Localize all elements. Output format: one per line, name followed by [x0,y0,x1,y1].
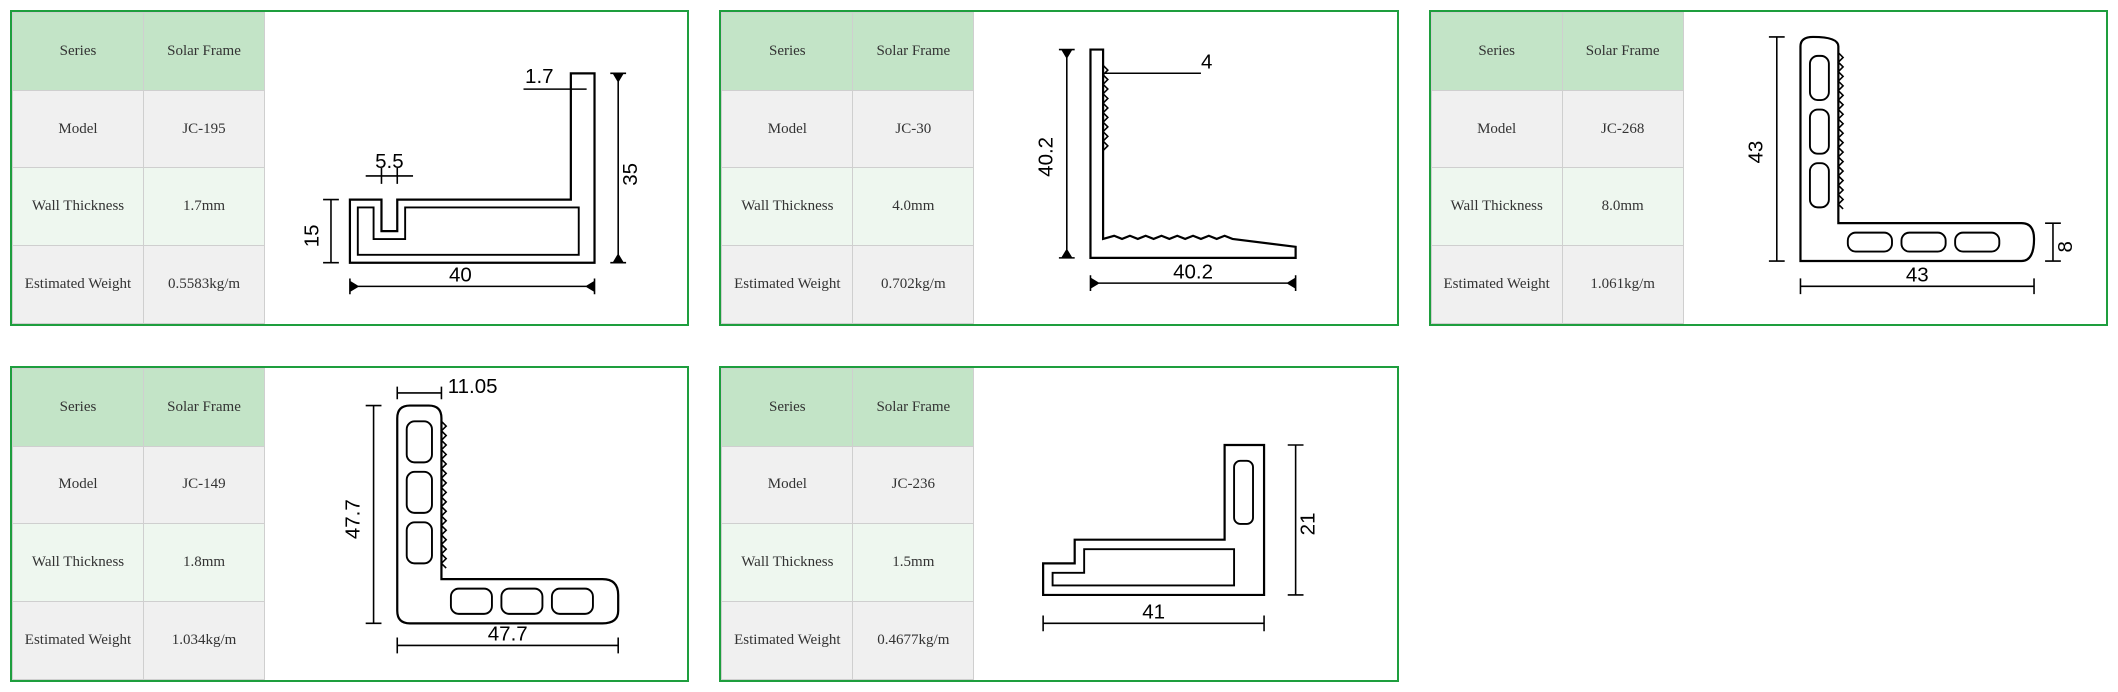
label-series: Series [13,13,144,91]
label-wall: Wall Thickness [722,524,853,602]
product-card: SeriesSolar Frame ModelJC-236 Wall Thick… [719,366,1398,682]
value-series: Solar Frame [144,13,265,91]
dim-t: 1.7 [525,65,554,88]
product-card: SeriesSolar Frame ModelJC-30 Wall Thickn… [719,10,1398,326]
dim-h: 47.7 [341,499,364,539]
cross-section-diagram: 43 43 8 [1684,12,2106,324]
label-weight: Estimated Weight [1431,246,1562,324]
dim-w: 47.7 [488,623,528,646]
spec-table: SeriesSolar Frame ModelJC-149 Wall Thick… [12,368,265,680]
value-wall: 8.0mm [1562,168,1683,246]
dim-w: 41 [1143,600,1166,623]
dim-w: 43 [1906,264,1929,287]
spec-table: SeriesSolar Frame ModelJC-236 Wall Thick… [721,368,974,680]
cross-section-diagram: 40.2 40.2 4 [974,12,1396,324]
label-wall: Wall Thickness [13,524,144,602]
label-wall: Wall Thickness [13,168,144,246]
value-weight: 1.061kg/m [1562,246,1683,324]
value-series: Solar Frame [144,368,265,446]
value-wall: 1.7mm [144,168,265,246]
spec-table: SeriesSolar Frame ModelJC-195 Wall Thick… [12,12,265,324]
label-series: Series [722,13,853,91]
dim-h: 40.2 [1035,137,1058,177]
label-model: Model [13,90,144,168]
product-grid: SeriesSolar Frame ModelJC-195 Wall Thick… [10,10,2108,682]
dim-h: 35 [619,163,642,186]
dim-topw: 11.05 [448,375,498,398]
value-weight: 1.034kg/m [144,601,265,679]
dim-w: 40.2 [1173,260,1213,283]
label-model: Model [1431,90,1562,168]
label-weight: Estimated Weight [13,601,144,679]
value-series: Solar Frame [1562,13,1683,91]
cross-section-diagram: 40 35 1.7 5.5 15 [265,12,687,324]
label-model: Model [722,90,853,168]
cross-section-diagram: 41 21 [974,368,1396,680]
value-weight: 0.702kg/m [853,246,974,324]
value-model: JC-268 [1562,90,1683,168]
label-model: Model [13,446,144,524]
value-model: JC-195 [144,90,265,168]
dim-slotw: 5.5 [375,150,404,173]
value-model: JC-149 [144,446,265,524]
value-weight: 0.4677kg/m [853,601,974,679]
spec-table: SeriesSolar Frame ModelJC-30 Wall Thickn… [721,12,974,324]
label-model: Model [722,446,853,524]
value-series: Solar Frame [853,368,974,446]
dim-t: 4 [1201,51,1212,74]
dim-h: 21 [1297,512,1320,535]
dim-w: 40 [449,264,472,287]
label-weight: Estimated Weight [722,246,853,324]
dim-h: 43 [1744,141,1767,164]
label-weight: Estimated Weight [722,601,853,679]
label-series: Series [13,368,144,446]
spec-table: SeriesSolar Frame ModelJC-268 Wall Thick… [1431,12,1684,324]
dim-sloth: 15 [300,224,323,247]
product-card: SeriesSolar Frame ModelJC-149 Wall Thick… [10,366,689,682]
value-wall: 4.0mm [853,168,974,246]
product-card: SeriesSolar Frame ModelJC-268 Wall Thick… [1429,10,2108,326]
value-model: JC-236 [853,446,974,524]
value-wall: 1.5mm [853,524,974,602]
label-series: Series [1431,13,1562,91]
label-series: Series [722,368,853,446]
value-model: JC-30 [853,90,974,168]
label-wall: Wall Thickness [722,168,853,246]
value-wall: 1.8mm [144,524,265,602]
value-series: Solar Frame [853,13,974,91]
cross-section-diagram: 47.7 47.7 11.05 [265,368,687,680]
value-weight: 0.5583kg/m [144,246,265,324]
dim-t: 8 [2054,241,2077,252]
label-wall: Wall Thickness [1431,168,1562,246]
label-weight: Estimated Weight [13,246,144,324]
product-card: SeriesSolar Frame ModelJC-195 Wall Thick… [10,10,689,326]
